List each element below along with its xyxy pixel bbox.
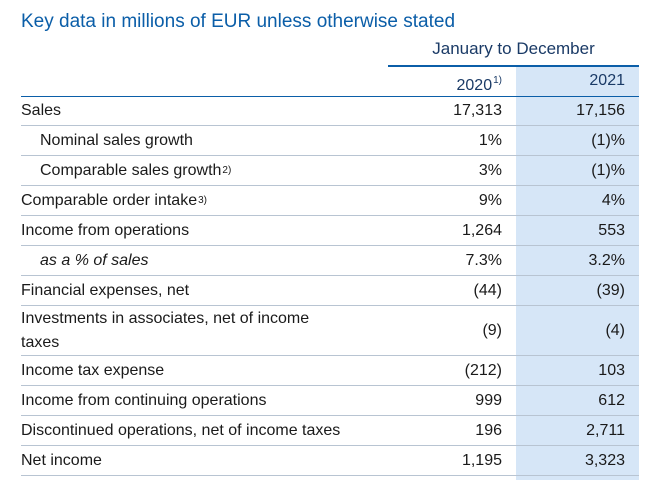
value-2021: 3,323 [584, 451, 625, 469]
row-label: Net income [21, 446, 102, 475]
value-2020: 7.3% [465, 251, 502, 269]
year-2020-footnote: 1) [493, 75, 502, 86]
row-label-text: as a % of sales [40, 251, 149, 269]
table-row: as a % of sales 7.3% 3.2% [21, 246, 639, 276]
value-2021: 2,711 [586, 421, 625, 439]
row-label-text: Comparable sales growth [40, 161, 222, 179]
row-label: Income from operations [21, 216, 189, 245]
row-label-text: Discontinued operations, net of income t… [21, 421, 341, 439]
row-label-text: Nominal sales growth [40, 131, 193, 149]
value-2021: (1)% [591, 131, 625, 149]
value-2020: 999 [475, 391, 502, 409]
table-row: Sales 17,313 17,156 [21, 96, 639, 126]
value-2021: 4% [601, 191, 625, 209]
row-label-text: Sales [21, 101, 62, 119]
year-header-2021: 2021 [516, 68, 625, 94]
table-row: Income tax expense (212) 103 [21, 356, 639, 386]
value-2020: (212) [464, 361, 502, 379]
value-2020: 1,195 [461, 451, 502, 469]
row-label-text: Income from continuing operations [21, 391, 267, 409]
value-2021: (1)% [591, 161, 625, 179]
value-2020: 1,264 [461, 221, 502, 239]
row-label: Discontinued operations, net of income t… [21, 416, 340, 445]
row-label-text: Income from operations [21, 221, 190, 239]
year-2020-label: 2020 [456, 77, 493, 94]
row-label: Income from continuing operations [21, 386, 266, 415]
table-row: Income from continuing operations 999 61… [21, 386, 639, 416]
value-2021: 612 [598, 391, 625, 409]
table-row: Comparable order intake 3) 9% 4% [21, 186, 639, 216]
row-label-text: Comparable order intake [21, 191, 198, 209]
year-header-2020: 20201) [388, 68, 503, 94]
value-2021: 17,156 [576, 101, 625, 119]
highlight-column-2021 [516, 67, 639, 480]
row-label-text: Income tax expense [21, 361, 165, 379]
row-footnote: 3) [198, 194, 207, 206]
value-2021: 103 [598, 361, 625, 379]
value-2021: (39) [596, 281, 625, 299]
row-label: as a % of sales [40, 246, 149, 275]
table-row: Financial expenses, net (44) (39) [21, 276, 639, 306]
table-title: Key data in millions of EUR unless other… [21, 11, 456, 32]
value-2020: (44) [473, 281, 502, 299]
value-2021: 3.2% [588, 251, 625, 269]
period-header: January to December [432, 39, 595, 58]
table-row: Income from operations 1,264 553 [21, 216, 639, 246]
value-2020: 3% [478, 161, 502, 179]
header-divider [388, 65, 639, 67]
header-bottom-divider [21, 96, 639, 97]
row-label-text: Investments in associates, net of income… [21, 309, 310, 351]
year-2021-label: 2021 [589, 72, 625, 89]
table-row: Nominal sales growth 1% (1)% [21, 126, 639, 156]
table-row: Investments in associates, net of income… [21, 306, 639, 356]
row-label: Sales [21, 96, 61, 125]
value-2021: (4) [605, 321, 625, 339]
row-label: Financial expenses, net [21, 276, 189, 305]
row-label: Investments in associates, net of income… [21, 306, 351, 355]
value-2020: 9% [478, 191, 502, 209]
row-footnote: 2) [222, 164, 232, 176]
value-2021: 553 [598, 221, 625, 239]
row-label: Income tax expense [21, 356, 164, 385]
value-2020: 196 [475, 421, 502, 439]
value-2020: (9) [482, 321, 502, 339]
row-label-text: Net income [21, 451, 102, 469]
row-label: Comparable order intake 3) [21, 186, 207, 215]
value-2020: 17,313 [453, 101, 502, 119]
row-label: Nominal sales growth [40, 126, 193, 155]
table-row: Comparable sales growth 2) 3% (1)% [21, 156, 639, 186]
table-row: Net income 1,195 3,323 [21, 446, 639, 476]
table-row: Discontinued operations, net of income t… [21, 416, 639, 446]
row-label-text: Financial expenses, net [21, 281, 190, 299]
row-label: Comparable sales growth 2) [40, 156, 231, 185]
value-2020: 1% [478, 131, 502, 149]
